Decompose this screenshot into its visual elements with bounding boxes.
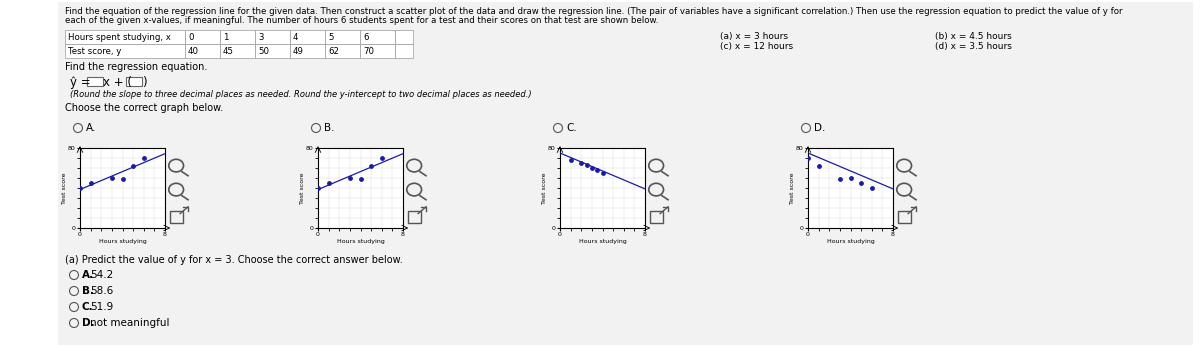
Text: 6: 6 <box>364 33 368 42</box>
Text: Find the regression equation.: Find the regression equation. <box>65 62 208 72</box>
X-axis label: Hours studying: Hours studying <box>578 238 626 244</box>
Point <box>862 185 881 191</box>
Point <box>308 185 328 191</box>
Y-axis label: Test score: Test score <box>300 172 305 204</box>
Text: C.: C. <box>82 302 94 312</box>
Bar <box>169 211 182 223</box>
Text: (c) x = 12 hours: (c) x = 12 hours <box>720 42 793 51</box>
Bar <box>290 30 325 44</box>
Point <box>809 163 828 169</box>
Text: ŷ =: ŷ = <box>70 76 91 89</box>
Bar <box>325 30 360 44</box>
Point <box>341 175 360 181</box>
X-axis label: Hours studying: Hours studying <box>98 238 146 244</box>
Bar <box>649 211 662 223</box>
Bar <box>325 44 360 58</box>
Text: 4: 4 <box>293 33 299 42</box>
Point <box>593 170 612 176</box>
Text: ): ) <box>142 76 146 89</box>
Y-axis label: Test score: Test score <box>61 172 67 204</box>
Text: 0: 0 <box>188 33 193 42</box>
Text: (a) x = 3 hours: (a) x = 3 hours <box>720 32 788 41</box>
Point <box>319 180 338 186</box>
Text: 49: 49 <box>293 46 304 56</box>
X-axis label: Hours studying: Hours studying <box>827 238 875 244</box>
Point <box>830 176 850 182</box>
Bar <box>65 30 185 44</box>
Point <box>577 162 596 168</box>
Bar <box>185 44 220 58</box>
Text: x + (: x + ( <box>103 76 132 89</box>
Text: 62: 62 <box>328 46 340 56</box>
Point <box>71 185 90 191</box>
Text: A.: A. <box>82 270 95 280</box>
Text: (Round the slope to three decimal places as needed. Round the y-intercept to two: (Round the slope to three decimal places… <box>70 90 532 99</box>
Text: 50: 50 <box>258 46 269 56</box>
Text: (b) x = 4.5 hours: (b) x = 4.5 hours <box>935 32 1012 41</box>
Point <box>134 155 154 161</box>
Bar <box>395 44 413 58</box>
Bar <box>256 44 290 58</box>
Point <box>571 160 590 166</box>
Point <box>372 155 391 161</box>
Point <box>113 176 132 182</box>
Point <box>588 167 607 173</box>
Bar <box>88 77 103 86</box>
Text: 51.9: 51.9 <box>90 302 113 312</box>
Point <box>841 175 860 181</box>
Bar <box>360 44 395 58</box>
Text: 1: 1 <box>223 33 228 42</box>
Point <box>798 155 817 161</box>
Bar <box>65 44 185 58</box>
Text: D.: D. <box>814 123 826 133</box>
Bar <box>256 30 290 44</box>
Y-axis label: Test score: Test score <box>541 172 547 204</box>
Text: 70: 70 <box>364 46 374 56</box>
Bar <box>408 211 421 223</box>
Text: 40: 40 <box>188 46 199 56</box>
X-axis label: Hours studying: Hours studying <box>337 238 384 244</box>
Bar <box>395 30 413 44</box>
Bar <box>220 30 256 44</box>
Point <box>582 165 601 171</box>
Y-axis label: Test score: Test score <box>790 172 794 204</box>
Text: C.: C. <box>566 123 577 133</box>
Text: 58.6: 58.6 <box>90 286 113 296</box>
Bar <box>360 30 395 44</box>
Text: (a) Predict the value of y for x = 3. Choose the correct answer below.: (a) Predict the value of y for x = 3. Ch… <box>65 255 403 265</box>
Point <box>102 175 121 181</box>
Text: not meaningful: not meaningful <box>90 318 169 328</box>
Text: Choose the correct graph below.: Choose the correct graph below. <box>65 103 223 113</box>
Bar <box>898 211 911 223</box>
Text: Test score, y: Test score, y <box>68 46 121 56</box>
Text: B.: B. <box>324 123 335 133</box>
Text: Hours spent studying, x: Hours spent studying, x <box>68 33 170 42</box>
Text: 3: 3 <box>258 33 264 42</box>
Text: 54.2: 54.2 <box>90 270 113 280</box>
Text: A.: A. <box>86 123 96 133</box>
Text: 5: 5 <box>328 33 334 42</box>
Bar <box>185 30 220 44</box>
Text: Find the equation of the regression line for the given data. Then construct a sc: Find the equation of the regression line… <box>65 7 1122 16</box>
Point <box>361 163 380 169</box>
Text: D.: D. <box>82 318 95 328</box>
Text: B.: B. <box>82 286 94 296</box>
Bar <box>220 44 256 58</box>
Bar <box>290 44 325 58</box>
Point <box>350 176 370 182</box>
Point <box>562 157 581 163</box>
Bar <box>126 77 142 86</box>
Text: (d) x = 3.5 hours: (d) x = 3.5 hours <box>935 42 1012 51</box>
Point <box>124 163 143 169</box>
Text: 45: 45 <box>223 46 234 56</box>
Point <box>852 180 871 186</box>
Point <box>82 180 101 186</box>
Text: each of the given x-values, if meaningful. The number of hours 6 students spent : each of the given x-values, if meaningfu… <box>65 16 659 25</box>
